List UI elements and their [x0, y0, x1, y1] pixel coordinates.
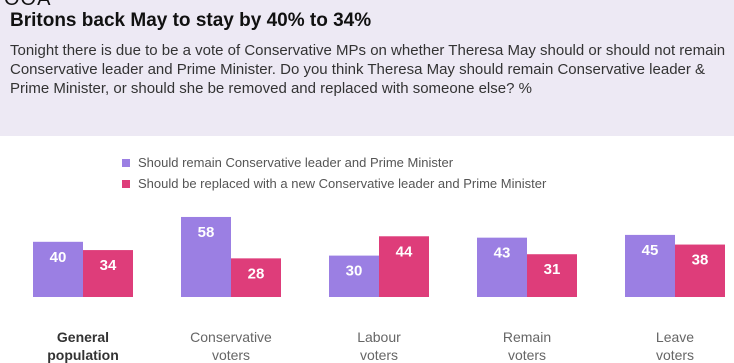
- legend-item-remain: Should remain Conservative leader and Pr…: [122, 152, 546, 173]
- legend-item-replace: Should be replaced with a new Conservati…: [122, 173, 546, 194]
- category-label-4-line-1: voters: [656, 347, 694, 363]
- value-label-replace-1: 28: [248, 265, 265, 282]
- category-label-4-line-0: Leave: [656, 329, 694, 345]
- category-label-0-line-1: population: [47, 347, 119, 363]
- value-label-replace-2: 44: [396, 243, 413, 260]
- legend-swatch-replace: [122, 179, 130, 188]
- legend: Should remain Conservative leader and Pr…: [122, 152, 546, 194]
- bar-replace-0: [83, 250, 133, 297]
- bar-replace-2: [379, 236, 429, 297]
- value-label-remain-1: 58: [198, 224, 215, 241]
- value-label-remain-3: 43: [494, 245, 511, 262]
- value-label-remain-4: 45: [642, 242, 659, 259]
- value-label-remain-2: 30: [346, 263, 363, 280]
- value-label-replace-0: 34: [100, 257, 117, 274]
- bar-replace-3: [527, 254, 577, 297]
- category-label-1-line-0: Conservative: [190, 329, 272, 345]
- category-label-3-line-0: Remain: [503, 329, 551, 345]
- category-label-3-line-1: voters: [508, 347, 546, 363]
- top-clipped-text: OOA: [4, 0, 51, 11]
- bar-remain-2: [329, 255, 379, 297]
- category-label-1-line-1: voters: [212, 347, 250, 363]
- category-label-0-line-0: General: [57, 329, 109, 345]
- value-label-replace-3: 31: [544, 261, 561, 278]
- value-label-replace-4: 38: [692, 252, 709, 269]
- bar-replace-4: [675, 244, 725, 297]
- bar-remain-4: [625, 234, 675, 297]
- bar-remain-3: [477, 237, 527, 297]
- bar-replace-1: [231, 258, 281, 297]
- legend-swatch-remain: [122, 158, 130, 167]
- legend-label-remain: Should remain Conservative leader and Pr…: [138, 155, 454, 170]
- chart-header: OOA Britons back May to stay by 40% to 3…: [0, 0, 734, 136]
- legend-label-replace: Should be replaced with a new Conservati…: [138, 176, 547, 191]
- bar-remain-0: [33, 241, 83, 297]
- value-label-remain-0: 40: [50, 249, 67, 266]
- category-label-2-line-1: voters: [360, 347, 398, 363]
- bar-chart: 40 34 General population 58 28 Conservative vot…: [33, 216, 725, 363]
- bar-remain-1: [181, 216, 231, 297]
- question-text: Tonight there is due to be a vote of Con…: [10, 42, 726, 97]
- chart-title: Britons back May to stay by 40% to 34%: [10, 10, 372, 31]
- category-label-2-line-0: Labour: [357, 329, 401, 345]
